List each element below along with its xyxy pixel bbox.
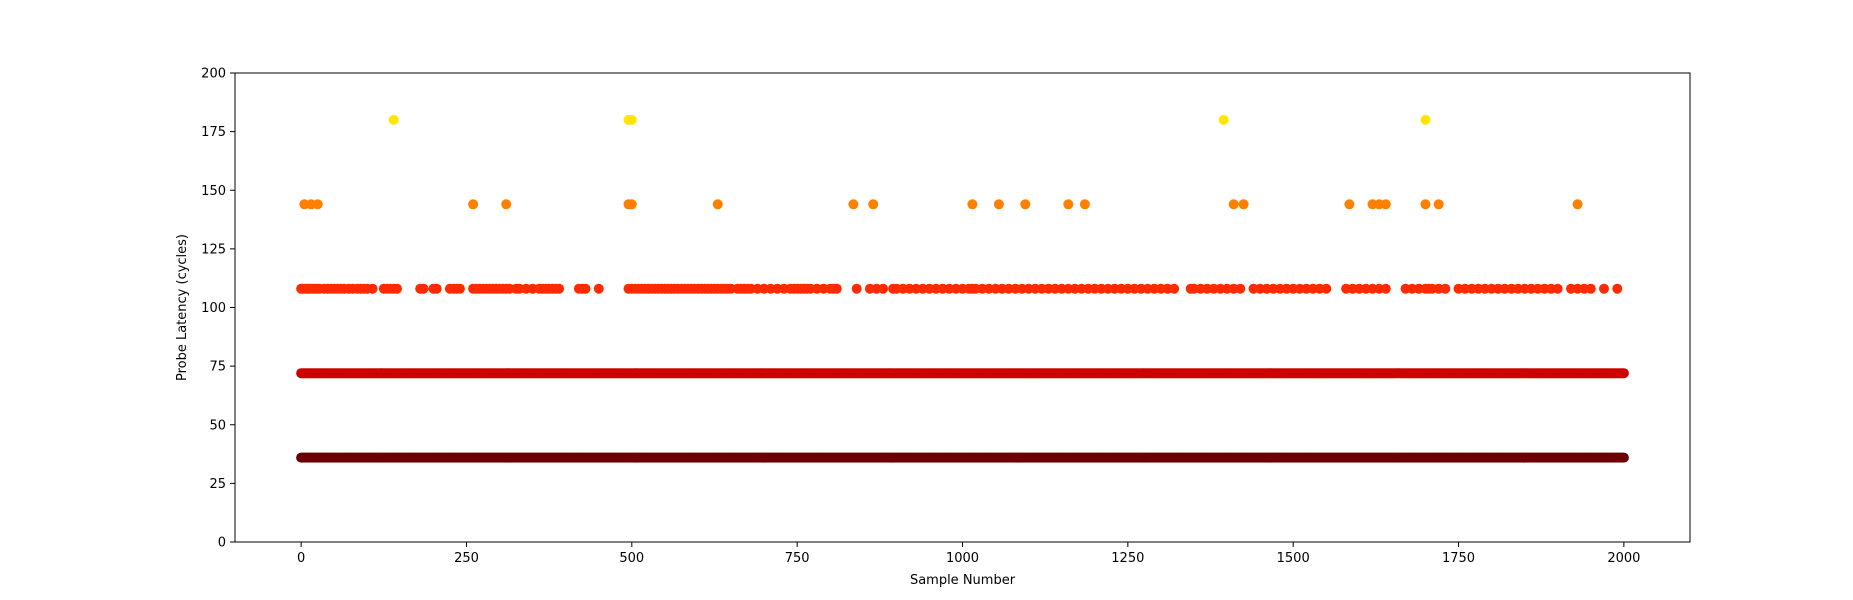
- y-tick-label: 200: [201, 67, 226, 82]
- data-point: [868, 199, 879, 210]
- data-point: [392, 283, 402, 294]
- x-tick-label: 0: [297, 551, 305, 566]
- data-point: [454, 283, 465, 294]
- data-point: [993, 199, 1004, 210]
- data-point: [1063, 199, 1074, 210]
- data-point: [1440, 283, 1451, 294]
- data-point: [1420, 114, 1431, 125]
- data-point: [554, 283, 565, 294]
- y-tick-label: 150: [201, 184, 226, 199]
- x-tick-label: 1250: [1111, 551, 1144, 566]
- x-tick-label: 1000: [946, 551, 979, 566]
- data-point: [1572, 199, 1583, 210]
- y-tick-label: 25: [209, 477, 226, 492]
- data-point: [1228, 199, 1239, 210]
- data-point: [580, 283, 591, 294]
- data-point: [1079, 199, 1090, 210]
- data-point: [367, 283, 378, 294]
- data-point: [851, 283, 862, 294]
- y-tick-label: 175: [201, 125, 226, 140]
- x-axis-label: Sample Number: [910, 573, 1016, 588]
- data-point: [593, 283, 604, 294]
- data-point: [1599, 283, 1609, 294]
- x-tick-label: 1500: [1277, 551, 1310, 566]
- data-points: [296, 114, 1629, 463]
- y-tick-label: 125: [201, 242, 226, 257]
- data-point: [1618, 368, 1629, 379]
- data-point: [1420, 199, 1431, 210]
- y-tick-label: 50: [209, 418, 226, 433]
- y-axis-ticks: 0 25 50 75 100 125 150 175 200: [201, 67, 235, 551]
- data-point: [848, 199, 859, 210]
- data-point: [1235, 283, 1246, 294]
- data-point: [1585, 283, 1596, 294]
- data-point: [1433, 199, 1444, 210]
- x-tick-label: 1750: [1442, 551, 1475, 566]
- data-point: [468, 199, 479, 210]
- y-tick-label: 75: [209, 360, 226, 375]
- x-tick-label: 500: [619, 551, 644, 566]
- data-point: [431, 283, 442, 294]
- data-point: [418, 283, 429, 294]
- data-point: [1238, 199, 1249, 210]
- data-point: [388, 114, 399, 125]
- data-point: [1321, 283, 1332, 294]
- x-tick-label: 2000: [1607, 551, 1640, 566]
- x-tick-label: 750: [785, 551, 810, 566]
- y-tick-label: 100: [201, 301, 226, 316]
- data-point: [1380, 283, 1391, 294]
- data-point: [312, 199, 323, 210]
- data-point: [1552, 283, 1563, 294]
- data-point: [1344, 199, 1355, 210]
- data-point: [1218, 114, 1229, 125]
- data-point: [712, 199, 723, 210]
- data-point: [626, 199, 637, 210]
- data-point: [1169, 283, 1180, 294]
- data-point: [501, 199, 512, 210]
- data-point: [1020, 199, 1031, 210]
- data-point: [626, 114, 637, 125]
- x-axis-ticks: 0 250 500 750 1000 1250 1500 1750 2000: [297, 542, 1640, 566]
- data-point: [1612, 283, 1623, 294]
- y-tick-label: 0: [218, 536, 226, 551]
- data-point: [1618, 452, 1629, 463]
- x-tick-label: 250: [454, 551, 479, 566]
- data-point: [878, 283, 889, 294]
- data-point: [1380, 199, 1391, 210]
- data-point: [831, 283, 842, 294]
- y-axis-label: Probe Latency (cycles): [175, 234, 190, 381]
- data-point: [967, 199, 978, 210]
